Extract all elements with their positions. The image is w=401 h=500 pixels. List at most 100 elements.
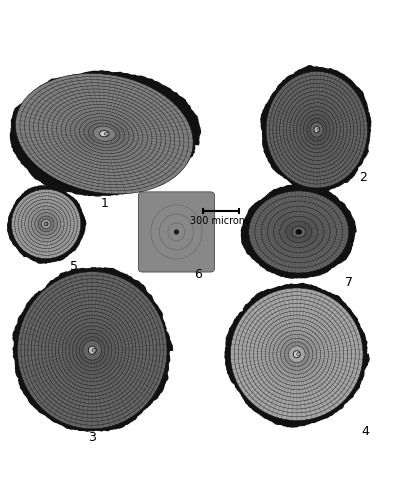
- Ellipse shape: [246, 304, 348, 405]
- Ellipse shape: [75, 114, 134, 154]
- Ellipse shape: [79, 337, 105, 363]
- Ellipse shape: [43, 92, 166, 176]
- Ellipse shape: [59, 315, 126, 386]
- Ellipse shape: [174, 230, 178, 234]
- Ellipse shape: [284, 342, 309, 366]
- Ellipse shape: [28, 206, 64, 242]
- Ellipse shape: [38, 294, 146, 407]
- Ellipse shape: [293, 102, 340, 156]
- Ellipse shape: [261, 201, 336, 263]
- Ellipse shape: [300, 110, 334, 149]
- Polygon shape: [8, 186, 86, 263]
- Ellipse shape: [283, 91, 350, 168]
- Ellipse shape: [25, 202, 67, 246]
- Ellipse shape: [304, 114, 330, 145]
- Ellipse shape: [265, 322, 328, 386]
- Ellipse shape: [261, 319, 332, 390]
- Polygon shape: [13, 268, 173, 431]
- Ellipse shape: [52, 98, 156, 169]
- Ellipse shape: [73, 330, 112, 371]
- Ellipse shape: [45, 300, 140, 400]
- Ellipse shape: [20, 76, 188, 191]
- Ellipse shape: [293, 351, 300, 358]
- Ellipse shape: [296, 230, 302, 234]
- Ellipse shape: [299, 231, 302, 233]
- FancyBboxPatch shape: [138, 192, 215, 272]
- Ellipse shape: [286, 222, 312, 242]
- Ellipse shape: [250, 307, 344, 402]
- Ellipse shape: [79, 117, 129, 150]
- Ellipse shape: [269, 76, 364, 184]
- Text: 1: 1: [100, 198, 108, 210]
- Ellipse shape: [281, 338, 313, 370]
- Ellipse shape: [42, 220, 51, 228]
- Ellipse shape: [61, 104, 148, 163]
- Ellipse shape: [288, 346, 305, 362]
- Polygon shape: [241, 184, 356, 278]
- Ellipse shape: [31, 286, 153, 414]
- Ellipse shape: [83, 340, 101, 360]
- Text: 4: 4: [361, 425, 369, 438]
- Text: 2: 2: [359, 172, 367, 184]
- Ellipse shape: [273, 330, 321, 378]
- Ellipse shape: [307, 118, 327, 141]
- Ellipse shape: [286, 95, 347, 164]
- Ellipse shape: [279, 87, 354, 172]
- Ellipse shape: [32, 210, 61, 238]
- Ellipse shape: [34, 86, 175, 182]
- Ellipse shape: [290, 99, 344, 160]
- Ellipse shape: [24, 279, 160, 422]
- Ellipse shape: [253, 311, 340, 398]
- Text: 300 microns: 300 microns: [190, 216, 251, 226]
- Ellipse shape: [29, 82, 179, 184]
- Ellipse shape: [18, 272, 167, 429]
- Ellipse shape: [92, 348, 96, 352]
- Ellipse shape: [38, 89, 170, 178]
- Ellipse shape: [46, 223, 48, 225]
- Ellipse shape: [34, 290, 150, 411]
- Ellipse shape: [314, 126, 320, 133]
- Ellipse shape: [49, 304, 136, 396]
- Ellipse shape: [266, 72, 368, 188]
- Ellipse shape: [273, 211, 324, 252]
- Ellipse shape: [249, 191, 349, 273]
- Ellipse shape: [66, 108, 143, 160]
- Ellipse shape: [70, 110, 138, 157]
- Ellipse shape: [279, 216, 318, 248]
- Ellipse shape: [89, 123, 120, 144]
- Ellipse shape: [277, 334, 317, 374]
- Polygon shape: [225, 284, 369, 427]
- Polygon shape: [261, 66, 371, 192]
- Ellipse shape: [99, 130, 109, 137]
- Ellipse shape: [84, 120, 125, 148]
- Text: 6: 6: [194, 268, 203, 280]
- Ellipse shape: [24, 80, 184, 188]
- Ellipse shape: [273, 80, 361, 180]
- Ellipse shape: [69, 326, 115, 374]
- Ellipse shape: [55, 312, 129, 389]
- Ellipse shape: [38, 216, 54, 232]
- Ellipse shape: [52, 308, 133, 392]
- Ellipse shape: [238, 296, 355, 413]
- Ellipse shape: [57, 102, 152, 166]
- Ellipse shape: [15, 74, 193, 194]
- Ellipse shape: [11, 189, 81, 258]
- Text: 7: 7: [345, 276, 353, 288]
- Ellipse shape: [317, 128, 320, 132]
- Ellipse shape: [292, 226, 306, 237]
- Ellipse shape: [15, 192, 77, 256]
- Ellipse shape: [234, 292, 359, 416]
- Ellipse shape: [18, 196, 74, 252]
- Ellipse shape: [297, 106, 337, 153]
- Ellipse shape: [255, 196, 342, 268]
- Ellipse shape: [66, 322, 119, 378]
- Ellipse shape: [76, 333, 109, 368]
- Ellipse shape: [21, 276, 164, 425]
- Ellipse shape: [310, 122, 323, 137]
- Ellipse shape: [42, 297, 143, 404]
- Ellipse shape: [104, 132, 109, 136]
- Polygon shape: [10, 71, 200, 196]
- Ellipse shape: [88, 346, 96, 354]
- Text: 5: 5: [70, 260, 78, 274]
- Ellipse shape: [28, 282, 157, 418]
